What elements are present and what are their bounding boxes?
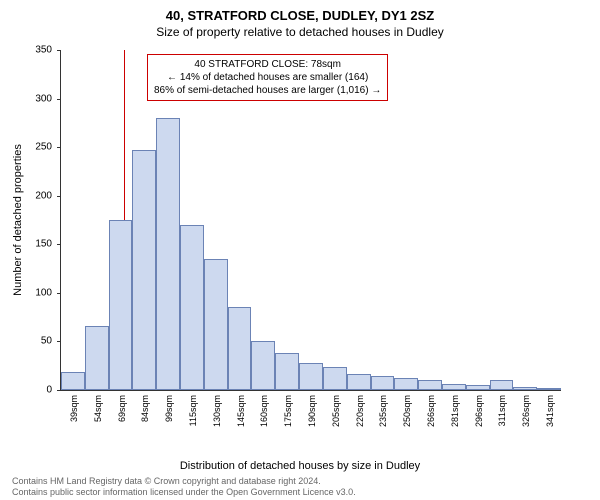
y-tick-label: 300	[22, 93, 52, 104]
callout-line-1: 40 STRATFORD CLOSE: 78sqm	[154, 58, 381, 71]
y-tick-label: 0	[22, 385, 52, 396]
bar	[466, 385, 490, 390]
y-tick-label: 150	[22, 239, 52, 250]
x-tick-label: 235sqm	[378, 395, 388, 427]
plot-region: 40 STRATFORD CLOSE: 78sqm ← 14% of detac…	[60, 50, 561, 391]
bar	[513, 387, 537, 390]
chart-area: 40 STRATFORD CLOSE: 78sqm ← 14% of detac…	[60, 50, 560, 420]
x-tick-label: 281sqm	[450, 395, 460, 427]
bar	[180, 225, 204, 390]
bar	[371, 376, 395, 390]
y-tick-mark	[57, 390, 61, 391]
chart-container: 40, STRATFORD CLOSE, DUDLEY, DY1 2SZ Siz…	[0, 0, 600, 500]
x-tick-label: 266sqm	[426, 395, 436, 427]
bar	[132, 150, 156, 390]
y-tick-mark	[57, 244, 61, 245]
bar	[275, 353, 299, 390]
y-tick-label: 350	[22, 45, 52, 56]
callout-line-2: ← 14% of detached houses are smaller (16…	[154, 71, 381, 84]
bar	[251, 341, 275, 390]
bar	[85, 326, 109, 390]
y-tick-mark	[57, 341, 61, 342]
bar	[323, 367, 347, 390]
bar	[442, 384, 466, 390]
page-subtitle: Size of property relative to detached ho…	[0, 23, 600, 39]
footer-line-1: Contains HM Land Registry data © Crown c…	[12, 476, 356, 487]
x-tick-label: 250sqm	[402, 395, 412, 427]
bar	[299, 363, 323, 390]
y-tick-mark	[57, 99, 61, 100]
y-tick-mark	[57, 50, 61, 51]
y-tick-label: 100	[22, 287, 52, 298]
x-tick-label: 39sqm	[69, 395, 79, 422]
x-tick-label: 220sqm	[355, 395, 365, 427]
y-tick-label: 50	[22, 336, 52, 347]
y-axis-label: Number of detached properties	[12, 144, 24, 296]
x-tick-label: 115sqm	[188, 395, 198, 426]
page-title: 40, STRATFORD CLOSE, DUDLEY, DY1 2SZ	[0, 0, 600, 23]
x-axis-label: Distribution of detached houses by size …	[0, 460, 600, 472]
bar	[394, 378, 418, 390]
y-tick-mark	[57, 147, 61, 148]
bar	[109, 220, 133, 390]
bar	[156, 118, 180, 390]
x-tick-label: 296sqm	[474, 395, 484, 427]
bar	[347, 374, 371, 390]
x-tick-label: 99sqm	[164, 395, 174, 422]
x-tick-label: 69sqm	[117, 395, 127, 422]
footer-line-2: Contains public sector information licen…	[12, 487, 356, 498]
x-tick-label: 160sqm	[259, 395, 269, 427]
callout-line-3: 86% of semi-detached houses are larger (…	[154, 84, 381, 97]
x-tick-label: 145sqm	[236, 395, 246, 427]
x-tick-label: 175sqm	[283, 395, 293, 427]
x-tick-label: 326sqm	[521, 395, 531, 427]
bar	[204, 259, 228, 390]
bar	[228, 307, 252, 390]
x-tick-label: 190sqm	[307, 395, 317, 427]
footer: Contains HM Land Registry data © Crown c…	[12, 476, 356, 498]
x-tick-label: 341sqm	[545, 395, 555, 427]
bar	[537, 388, 561, 390]
y-tick-mark	[57, 196, 61, 197]
x-tick-label: 54sqm	[93, 395, 103, 422]
y-tick-label: 250	[22, 142, 52, 153]
bar	[490, 380, 514, 390]
y-tick-label: 200	[22, 190, 52, 201]
x-tick-label: 130sqm	[212, 395, 222, 427]
callout-box: 40 STRATFORD CLOSE: 78sqm ← 14% of detac…	[147, 54, 388, 101]
y-tick-mark	[57, 293, 61, 294]
x-tick-label: 84sqm	[140, 395, 150, 422]
x-tick-label: 205sqm	[331, 395, 341, 427]
x-tick-label: 311sqm	[497, 395, 507, 426]
bar	[418, 380, 442, 390]
bar	[61, 372, 85, 390]
